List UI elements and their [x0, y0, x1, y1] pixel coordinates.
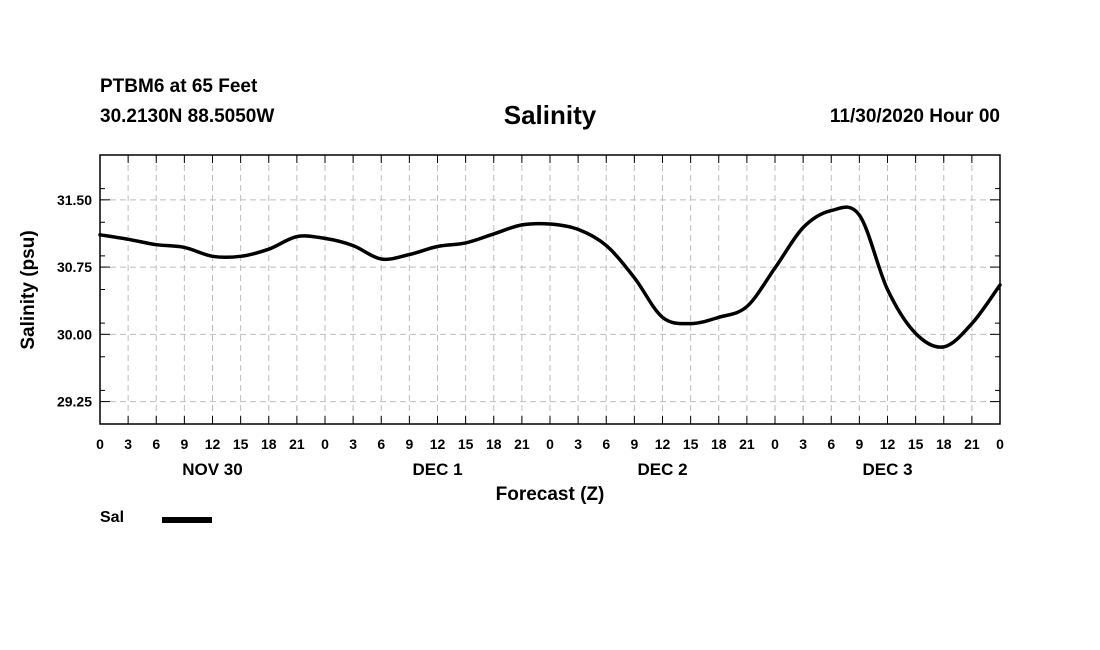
x-tick-label: 18 [486, 436, 502, 452]
x-tick-label: 15 [683, 436, 699, 452]
x-tick-label: 15 [233, 436, 249, 452]
x-tick-label: 12 [430, 436, 446, 452]
x-tick-label: 3 [124, 436, 132, 452]
x-tick-label: 18 [261, 436, 277, 452]
x-tick-label: 6 [152, 436, 160, 452]
chart-grid [100, 155, 1000, 424]
x-tick-label: 0 [546, 436, 554, 452]
axis-ticks [99, 155, 1001, 424]
x-tick-label: 9 [855, 436, 863, 452]
x-tick-label: 0 [96, 436, 104, 452]
x-tick-label: 12 [205, 436, 221, 452]
y-tick-label: 30.00 [57, 326, 92, 342]
x-tick-label: 6 [827, 436, 835, 452]
legend-label: Sal [100, 509, 125, 526]
x-tick-label: 3 [574, 436, 582, 452]
x-tick-label: 3 [799, 436, 807, 452]
forecast-run-time: 11/30/2020 Hour 00 [829, 106, 1000, 127]
x-tick-label: 9 [180, 436, 188, 452]
chart-title: Salinity [503, 100, 597, 130]
station-coordinates: 30.2130N 88.5050W [100, 106, 275, 127]
x-tick-label: 15 [458, 436, 474, 452]
x-tick-label: 15 [908, 436, 924, 452]
day-label: DEC 3 [862, 460, 912, 479]
x-tick-label: 12 [880, 436, 896, 452]
x-tick-label: 0 [771, 436, 779, 452]
station-name: PTBM6 at 65 Feet [100, 76, 258, 97]
x-tick-label: 6 [602, 436, 610, 452]
salinity-series-line [98, 205, 1002, 349]
x-tick-label: 0 [321, 436, 329, 452]
x-tick-label: 9 [630, 436, 638, 452]
tick-labels: 0 3 6 9 12 15 18 21 0 3 6 9 12 15 18 21 0 3 6 9 12 15 18 21 0 3 6 9… [57, 192, 1004, 479]
y-axis-label: Salinity (psu) [18, 230, 39, 349]
y-tick-label: 29.25 [57, 394, 92, 410]
x-tick-label: 12 [655, 436, 671, 452]
legend-swatch [162, 517, 212, 523]
x-tick-label: 0 [996, 436, 1004, 452]
day-label: NOV 30 [182, 460, 242, 479]
x-tick-label: 3 [349, 436, 357, 452]
x-tick-label: 18 [711, 436, 727, 452]
x-axis-label: Forecast (Z) [496, 484, 605, 505]
x-tick-label: 21 [739, 436, 755, 452]
plot-frame [99, 154, 1001, 425]
x-tick-label: 21 [514, 436, 530, 452]
day-label: DEC 1 [412, 460, 462, 479]
y-tick-label: 30.75 [57, 259, 92, 275]
x-tick-label: 21 [289, 436, 305, 452]
y-tick-label: 31.50 [57, 192, 92, 208]
x-tick-label: 21 [964, 436, 980, 452]
x-tick-label: 6 [377, 436, 385, 452]
x-tick-label: 9 [405, 436, 413, 452]
day-label: DEC 2 [637, 460, 687, 479]
x-tick-label: 18 [936, 436, 952, 452]
